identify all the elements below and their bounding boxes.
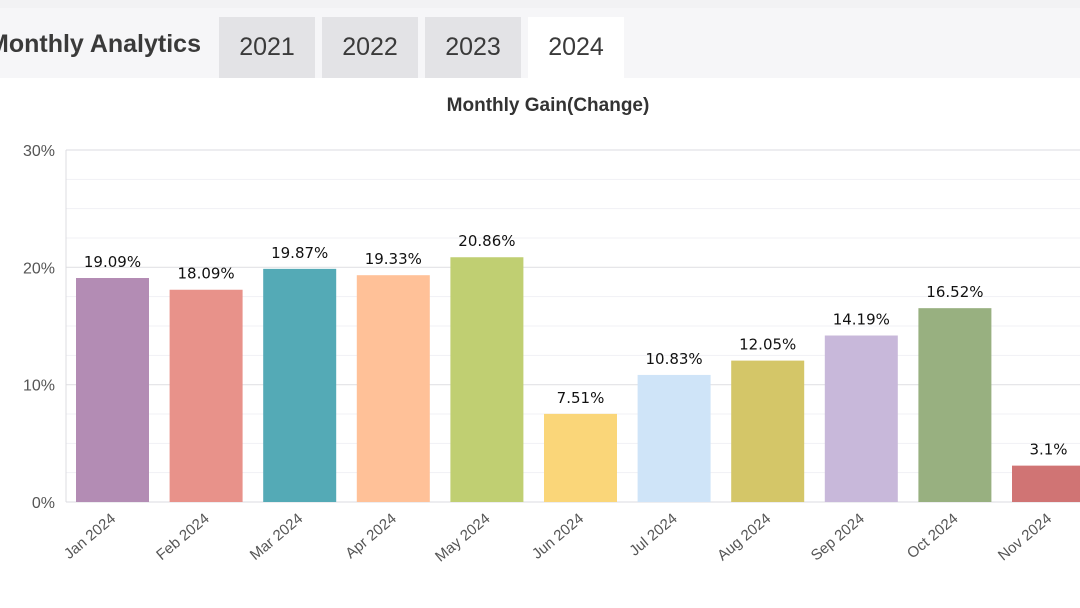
data-label: 16.52% bbox=[926, 283, 983, 301]
data-label: 14.19% bbox=[833, 311, 890, 329]
header-bar: Monthly Analytics 2021 2022 2023 2024 bbox=[0, 8, 1080, 78]
chart-container: Monthly Gain(Change) 0% 10% 20% 30% 19.09% 1… bbox=[0, 80, 1080, 608]
tab-2021[interactable]: 2021 bbox=[219, 17, 315, 78]
data-label: 20.86% bbox=[458, 232, 515, 250]
data-label: 10.83% bbox=[645, 350, 702, 368]
x-tick-label: Jan 2024 bbox=[61, 510, 119, 563]
x-tick-label: Nov 2024 bbox=[995, 510, 1055, 564]
bar-jul-2024[interactable] bbox=[637, 374, 711, 502]
y-tick-label: 30% bbox=[23, 143, 55, 160]
page-title: Monthly Analytics bbox=[0, 30, 201, 58]
data-label: 19.87% bbox=[271, 244, 328, 262]
x-tick-label: Aug 2024 bbox=[714, 510, 774, 564]
bars: 19.09% 18.09% 19.87% 19.33% 20.86% 7.51% 10.83… bbox=[76, 232, 1080, 502]
bar-chart: Monthly Gain(Change) 0%10%20%30% 19.09%1… bbox=[23, 95, 1080, 565]
x-tick-label: Jul 2024 bbox=[626, 510, 680, 559]
bar-jun-2024[interactable] bbox=[544, 413, 617, 502]
bar-may-2024[interactable] bbox=[450, 257, 524, 502]
tab-2024[interactable]: 2024 bbox=[528, 17, 624, 78]
data-label: 7.51% bbox=[557, 389, 605, 407]
bar-apr-2024[interactable] bbox=[356, 275, 430, 502]
x-tick-label: Mar 2024 bbox=[247, 510, 306, 564]
data-label: 19.09% bbox=[84, 253, 141, 271]
x-tick-label: Jun 2024 bbox=[529, 510, 587, 563]
bar-mar-2024[interactable] bbox=[263, 268, 337, 502]
x-tick-label: May 2024 bbox=[432, 510, 493, 565]
bar-jan-2024[interactable] bbox=[76, 278, 149, 502]
bar-sep-2024[interactable] bbox=[824, 335, 898, 502]
y-tick-label: 0% bbox=[32, 495, 55, 512]
bar-aug-2024[interactable] bbox=[731, 360, 805, 502]
x-tick-label: Oct 2024 bbox=[904, 510, 962, 562]
x-tick-label: Sep 2024 bbox=[808, 510, 868, 564]
data-label: 19.33% bbox=[365, 250, 422, 268]
x-axis: Jan 2024 Feb 2024 Mar 2024 Apr 2024 May 2024… bbox=[61, 510, 1055, 565]
data-label: 12.05% bbox=[739, 336, 796, 354]
bar-nov-2024[interactable] bbox=[1012, 465, 1080, 502]
tab-2022[interactable]: 2022 bbox=[322, 17, 418, 78]
data-label: 18.09% bbox=[177, 265, 234, 283]
x-tick-label: Feb 2024 bbox=[153, 510, 212, 564]
x-tick-label: Apr 2024 bbox=[342, 510, 400, 562]
data-label: 3.1% bbox=[1029, 441, 1067, 459]
bar-oct-2024[interactable] bbox=[918, 308, 992, 502]
y-axis: 0% 10% 20% 30% bbox=[23, 143, 67, 512]
bar-feb-2024[interactable] bbox=[169, 289, 243, 502]
tab-2023[interactable]: 2023 bbox=[425, 17, 521, 78]
y-tick-label: 10% bbox=[23, 378, 55, 395]
chart-title: Monthly Gain(Change) bbox=[447, 95, 650, 116]
y-tick-label: 20% bbox=[23, 260, 55, 277]
